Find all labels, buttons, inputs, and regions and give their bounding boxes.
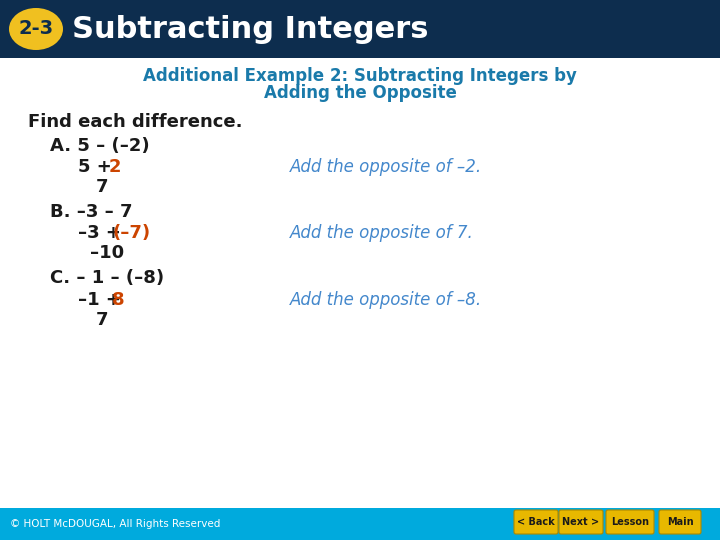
FancyBboxPatch shape xyxy=(559,510,603,534)
FancyBboxPatch shape xyxy=(0,508,720,540)
Text: –1 +: –1 + xyxy=(78,291,127,309)
Text: –3 +: –3 + xyxy=(78,224,127,242)
Text: 2-3: 2-3 xyxy=(19,19,53,38)
Text: Additional Example 2: Subtracting Integers by: Additional Example 2: Subtracting Intege… xyxy=(143,67,577,85)
Text: Find each difference.: Find each difference. xyxy=(28,113,243,131)
Text: A. 5 – (–2): A. 5 – (–2) xyxy=(50,137,150,155)
FancyBboxPatch shape xyxy=(0,0,720,58)
FancyBboxPatch shape xyxy=(659,510,701,534)
Text: © HOLT McDOUGAL, All Rights Reserved: © HOLT McDOUGAL, All Rights Reserved xyxy=(10,519,220,529)
Text: B. –3 – 7: B. –3 – 7 xyxy=(50,203,132,221)
Text: Next >: Next > xyxy=(562,517,600,527)
Text: (–7): (–7) xyxy=(113,224,151,242)
Text: Add the opposite of –8.: Add the opposite of –8. xyxy=(290,291,482,309)
Text: 2: 2 xyxy=(109,158,122,176)
Ellipse shape xyxy=(9,8,63,50)
FancyBboxPatch shape xyxy=(606,510,654,534)
Text: –10: –10 xyxy=(90,244,124,262)
Text: Adding the Opposite: Adding the Opposite xyxy=(264,84,456,102)
Text: Main: Main xyxy=(667,517,693,527)
Text: C. – 1 – (–8): C. – 1 – (–8) xyxy=(50,269,164,287)
Text: 8: 8 xyxy=(112,291,125,309)
Text: Add the opposite of 7.: Add the opposite of 7. xyxy=(290,224,474,242)
Text: 7: 7 xyxy=(96,311,109,329)
Text: 5 +: 5 + xyxy=(78,158,118,176)
FancyBboxPatch shape xyxy=(514,510,558,534)
Text: Subtracting Integers: Subtracting Integers xyxy=(72,15,428,44)
Text: Lesson: Lesson xyxy=(611,517,649,527)
Text: < Back: < Back xyxy=(517,517,555,527)
Text: 7: 7 xyxy=(96,178,109,196)
Text: Add the opposite of –2.: Add the opposite of –2. xyxy=(290,158,482,176)
